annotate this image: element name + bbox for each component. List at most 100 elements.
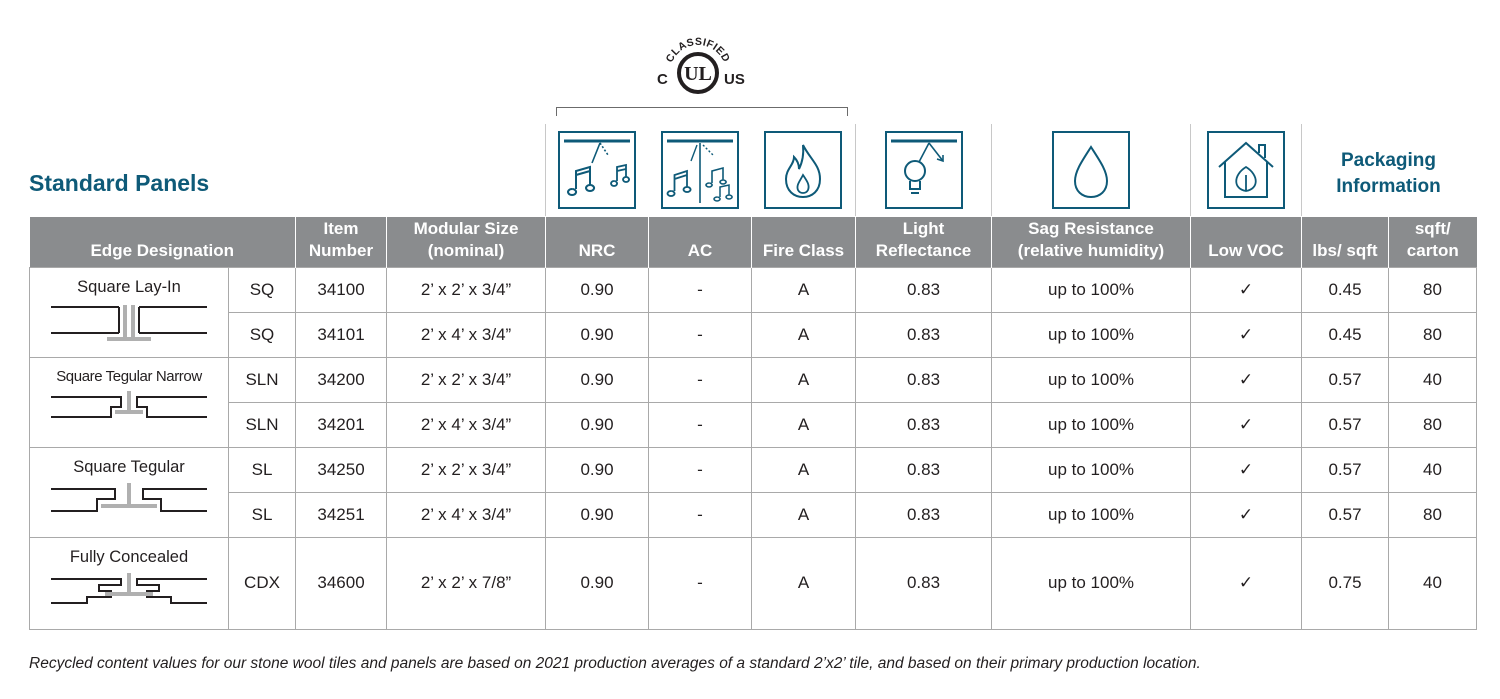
sag-resistance-value: up to 100% xyxy=(991,401,1192,448)
packaging-title: Packaging Information xyxy=(1336,150,1441,197)
ac-icon xyxy=(661,131,739,209)
ac-value: - xyxy=(648,311,753,358)
table-row: SLN 34201 2’ x 4’ x 3/4” 0.90 - A 0.83 u… xyxy=(30,401,1478,448)
icon-separator xyxy=(545,124,546,216)
fire-class-value: A xyxy=(751,401,857,448)
table-row: SL 34251 2’ x 4’ x 3/4” 0.90 - A 0.83 up… xyxy=(30,491,1478,538)
light-reflectance-value: 0.83 xyxy=(855,401,993,448)
lbs-per-sqft: 0.75 xyxy=(1301,536,1390,630)
edge-code: SL xyxy=(227,491,297,538)
low-voc-check: ✓ xyxy=(1190,536,1303,630)
edge-code: SLN xyxy=(227,401,297,448)
item-number: 34251 xyxy=(295,491,388,538)
ul-us-text: US xyxy=(724,71,745,88)
ac-value: - xyxy=(648,446,753,493)
table-header-row: Edge Designation Item Number Modular Siz… xyxy=(29,217,1477,267)
light-reflectance-value: 0.83 xyxy=(855,356,993,403)
fire-class-value: A xyxy=(751,266,857,313)
edge-name: Square Tegular xyxy=(73,457,185,476)
sag-resistance-value: up to 100% xyxy=(991,311,1192,358)
square-tegular-profile xyxy=(51,482,207,512)
sqft-per-carton: 80 xyxy=(1388,311,1478,358)
col-header-lbs: lbs/ sqft xyxy=(1301,217,1389,267)
ul-bracket xyxy=(556,107,848,116)
ul-classified-text: CLASSIFIED xyxy=(664,36,732,64)
table-row: Square Lay-In SQ 34100 2’ x 2’ x 3/4” 0.… xyxy=(29,266,1478,358)
edge-code: SLN xyxy=(227,356,297,403)
item-number: 34200 xyxy=(295,356,388,403)
low-voc-check: ✓ xyxy=(1190,446,1303,493)
col-header-ac: AC xyxy=(648,217,752,267)
modular-size: 2’ x 4’ x 3/4” xyxy=(386,491,547,538)
nrc-value: 0.90 xyxy=(545,401,650,448)
fire-class-value: A xyxy=(751,446,857,493)
page-title: Standard Panels xyxy=(29,170,210,196)
edge-name: Square Tegular Narrow xyxy=(56,367,202,385)
icon-separator xyxy=(1190,124,1191,216)
light-reflectance-value: 0.83 xyxy=(855,311,993,358)
fire-class-value: A xyxy=(751,356,857,403)
modular-size: 2’ x 4’ x 3/4” xyxy=(386,401,547,448)
low-voc-check: ✓ xyxy=(1190,356,1303,403)
sqft-per-carton: 80 xyxy=(1388,491,1478,538)
ac-value: - xyxy=(648,401,753,448)
sag-resistance-icon xyxy=(1052,131,1130,209)
nrc-value: 0.90 xyxy=(545,356,650,403)
fully-concealed-profile xyxy=(51,572,207,604)
item-number: 34100 xyxy=(295,266,388,313)
nrc-value: 0.90 xyxy=(545,311,650,358)
col-header-item: Item Number xyxy=(295,217,387,267)
light-reflectance-value: 0.83 xyxy=(855,446,993,493)
col-header-fire: Fire Class xyxy=(751,217,856,267)
edge-code: SQ xyxy=(227,311,297,358)
low-voc-check: ✓ xyxy=(1190,491,1303,538)
edge-name: Fully Concealed xyxy=(69,547,189,566)
ul-c-text: C xyxy=(657,71,668,88)
ac-value: - xyxy=(648,266,753,313)
standard-panels-table: Edge Designation Item Number Modular Siz… xyxy=(29,217,1478,630)
light-reflectance-value: 0.83 xyxy=(855,536,993,630)
lbs-per-sqft: 0.57 xyxy=(1301,401,1390,448)
nrc-value: 0.90 xyxy=(545,536,650,630)
edge-code: SL xyxy=(227,446,297,493)
fire-class-value: A xyxy=(751,491,857,538)
modular-size: 2’ x 2’ x 3/4” xyxy=(386,446,547,493)
light-reflectance-value: 0.83 xyxy=(855,491,993,538)
item-number: 34101 xyxy=(295,311,388,358)
icon-separator xyxy=(991,124,992,216)
sqft-per-carton: 80 xyxy=(1388,266,1478,313)
icon-separator xyxy=(1301,124,1302,216)
sqft-per-carton: 40 xyxy=(1388,356,1478,403)
edge-code: CDX xyxy=(227,536,297,630)
ul-mark-text: UL xyxy=(684,63,712,85)
table-row: Square Tegular SL 34250 2’ x 2’ x 3/4” 0… xyxy=(29,446,1478,538)
sqft-per-carton: 40 xyxy=(1388,536,1478,630)
edge-designation-cell: Square Tegular xyxy=(29,446,229,538)
fire-class-value: A xyxy=(751,311,857,358)
fire-class-value: A xyxy=(751,536,857,630)
ac-value: - xyxy=(648,491,753,538)
svg-text:CLASSIFIED: CLASSIFIED xyxy=(664,36,733,64)
modular-size: 2’ x 2’ x 3/4” xyxy=(386,266,547,313)
col-header-edge: Edge Designation xyxy=(29,217,296,267)
table-row: Square Tegular Narrow SLN 34200 2’ x 2’ … xyxy=(29,356,1478,448)
col-header-nrc: NRC xyxy=(545,217,649,267)
low-voc-check: ✓ xyxy=(1190,401,1303,448)
sqft-per-carton: 40 xyxy=(1388,446,1478,493)
low-voc-check: ✓ xyxy=(1190,311,1303,358)
col-header-sag: Sag Resistance (relative humidity) xyxy=(991,217,1191,267)
edge-name: Square Lay-In xyxy=(77,277,181,296)
ac-value: - xyxy=(648,536,753,630)
low-voc-icon xyxy=(1207,131,1285,209)
item-number: 34201 xyxy=(295,401,388,448)
nrc-value: 0.90 xyxy=(545,491,650,538)
lbs-per-sqft: 0.57 xyxy=(1301,491,1390,538)
edge-designation-cell: Fully Concealed xyxy=(29,536,229,630)
lbs-per-sqft: 0.45 xyxy=(1301,266,1390,313)
nrc-value: 0.90 xyxy=(545,266,650,313)
table-row: Fully Concealed CDX 34600 2’ x 2’ x 7/8”… xyxy=(29,536,1478,630)
col-header-light: Light Reflectance xyxy=(855,217,992,267)
nrc-value: 0.90 xyxy=(545,446,650,493)
lbs-per-sqft: 0.57 xyxy=(1301,356,1390,403)
col-header-sqft: sqft/ carton xyxy=(1388,217,1477,267)
